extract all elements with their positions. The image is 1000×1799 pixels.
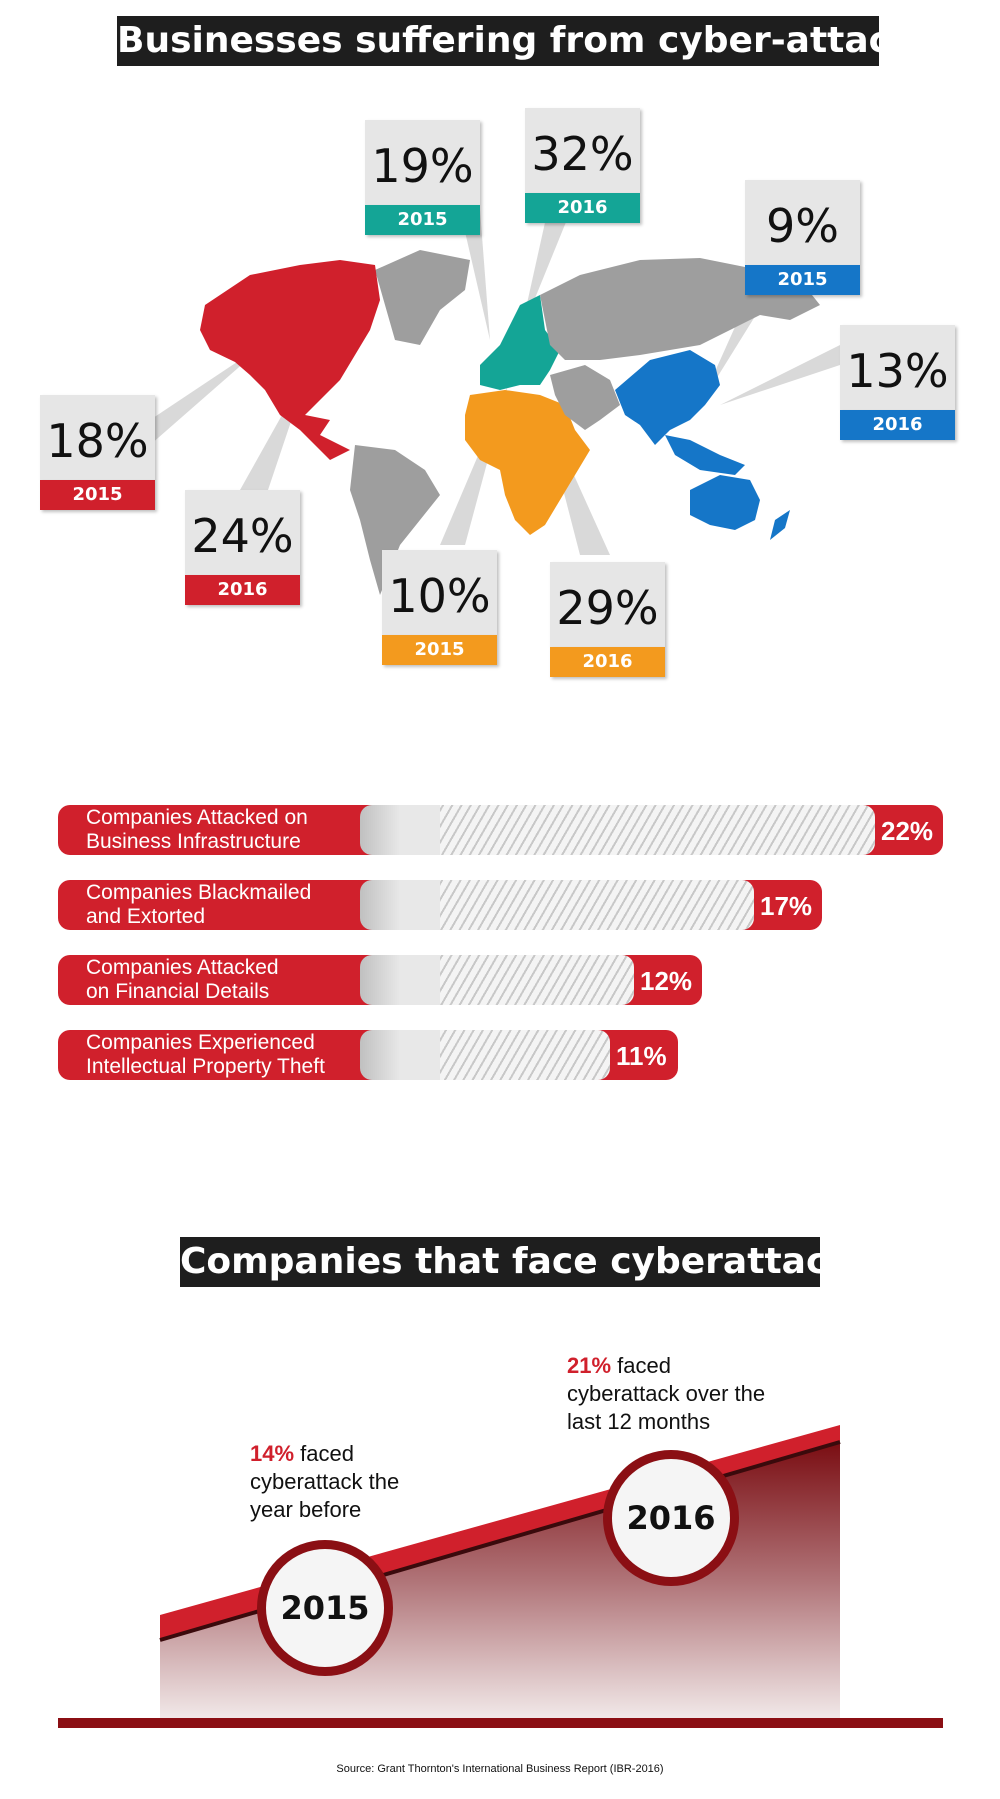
bar-row: Companies Experienced Intellectual Proper… — [58, 1030, 678, 1080]
bar-value: 11% — [616, 1041, 667, 1071]
stat-year: 2015 — [365, 205, 480, 235]
stat-year: 2015 — [382, 635, 497, 665]
trend-area-chart — [58, 1425, 943, 1728]
bar-track — [360, 880, 754, 930]
bar-track — [360, 1030, 610, 1080]
source-note: Source: Grant Thornton's International B… — [336, 1763, 664, 1775]
stat-card-ap-2016: 13% 2016 — [840, 325, 955, 440]
europe-shape — [480, 295, 560, 390]
bar-row: Companies Attacked on Financial Details 1… — [58, 955, 702, 1005]
main-title: Businesses suffering from cyber-attacks — [117, 16, 935, 66]
baseline-bar — [58, 1718, 943, 1728]
asia-pacific-shape — [615, 350, 720, 445]
bar-value: 12% — [640, 966, 693, 996]
bar-label: Companies Blackmailed and Extorted — [86, 881, 312, 928]
world-map — [150, 200, 840, 595]
callout-percent: 14% — [250, 1441, 295, 1466]
southeast-asia-shape — [665, 435, 745, 475]
year-circle-2016: 2016 — [603, 1450, 739, 1586]
stat-card-eu-2015: 19% 2015 — [365, 120, 480, 235]
year-circle-2015: 2015 — [257, 1540, 393, 1676]
australia-shape — [690, 475, 760, 530]
stat-percent: 19% — [365, 120, 480, 205]
stat-percent: 24% — [185, 490, 300, 575]
south-america-shape — [350, 445, 440, 595]
stat-card-na-2016: 24% 2016 — [185, 490, 300, 605]
callout-wedge — [460, 210, 490, 340]
callout-2016: 21% faced cyberattack over the last 12 m… — [567, 1353, 766, 1434]
stat-card-eu-2016: 32% 2016 — [525, 108, 640, 223]
stat-percent: 10% — [382, 550, 497, 635]
stat-card-af-2015: 10% 2015 — [382, 550, 497, 665]
callout-wedge — [720, 345, 840, 405]
stat-year: 2016 — [525, 193, 640, 223]
callout-2015: 14% faced cyberattack the year before — [250, 1441, 400, 1522]
bar-label: Companies Experienced Intellectual Proper… — [86, 1031, 325, 1078]
bar-row: Companies Attacked on Business Infrastruc… — [58, 805, 943, 855]
stat-year: 2016 — [550, 647, 665, 677]
stat-year: 2016 — [185, 575, 300, 605]
stat-year: 2015 — [745, 265, 860, 295]
trend-title: Companies that face cyberattack — [180, 1237, 851, 1287]
north-america-shape — [200, 260, 380, 460]
stat-year: 2015 — [40, 480, 155, 510]
stat-card-af-2016: 29% 2016 — [550, 562, 665, 677]
stat-card-ap-2015: 9% 2015 — [745, 180, 860, 295]
africa-shape — [465, 390, 590, 535]
bar-track — [360, 955, 634, 1005]
stat-percent: 32% — [525, 108, 640, 193]
bar-label: Companies Attacked on Business Infrastruc… — [86, 806, 308, 853]
bar-label: Companies Attacked on Financial Details — [86, 956, 279, 1003]
callout-percent: 21% — [567, 1353, 612, 1378]
bar-value: 22% — [881, 816, 934, 846]
stat-percent: 18% — [40, 395, 155, 480]
stat-percent: 29% — [550, 562, 665, 647]
stat-percent: 9% — [745, 180, 860, 265]
stat-year: 2016 — [840, 410, 955, 440]
stat-card-na-2015: 18% 2015 — [40, 395, 155, 510]
bar-value: 17% — [760, 891, 813, 921]
bar-track — [360, 805, 875, 855]
bar-row: Companies Blackmailed and Extorted 17% — [58, 880, 822, 930]
middle-east-shape — [550, 365, 620, 430]
new-zealand-shape — [770, 510, 790, 540]
greenland-shape — [375, 250, 470, 345]
stat-percent: 13% — [840, 325, 955, 410]
